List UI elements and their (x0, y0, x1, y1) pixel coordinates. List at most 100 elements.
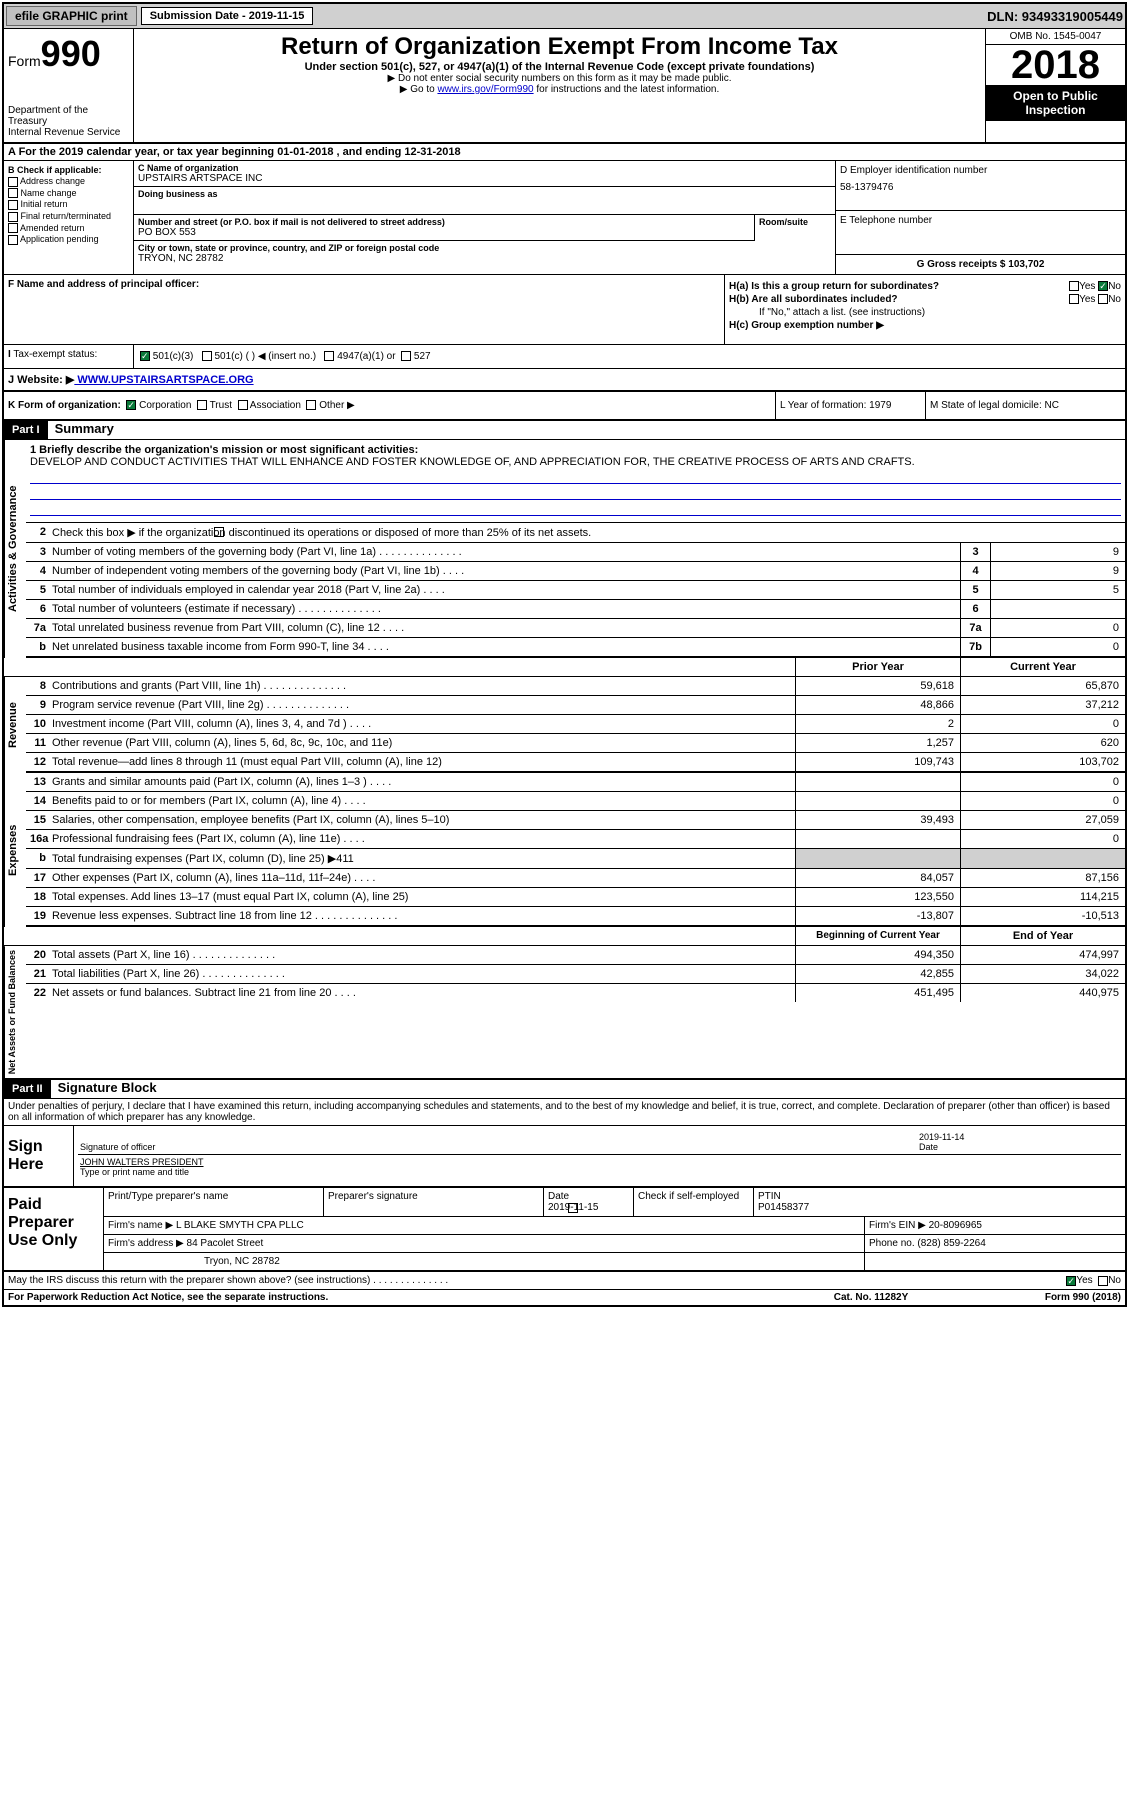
dba-lbl: Doing business as (138, 189, 831, 199)
line-21: 21Total liabilities (Part X, line 26)42,… (26, 965, 1125, 984)
kform-row: K Form of organization: Corporation Trus… (4, 392, 1125, 421)
entity-block: B Check if applicable: Address change Na… (4, 161, 1125, 275)
line-8: 8Contributions and grants (Part VIII, li… (26, 677, 1125, 696)
line-7b: bNet unrelated business taxable income f… (26, 638, 1125, 658)
chk-discuss-yes[interactable] (1066, 1276, 1076, 1286)
page-footer: For Paperwork Reduction Act Notice, see … (4, 1290, 1125, 1305)
state-domicile: M State of legal domicile: NC (925, 392, 1125, 419)
line-4: 4Number of independent voting members of… (26, 562, 1125, 581)
part2-badge: Part II (4, 1080, 51, 1098)
vtab-revenue: Revenue (4, 677, 26, 773)
row-a-taxyear: A For the 2019 calendar year, or tax yea… (4, 144, 1125, 161)
dba-cell: Doing business as (134, 187, 835, 215)
chk-initial[interactable]: Initial return (8, 199, 129, 210)
boy-hdr: Beginning of Current Year (795, 927, 960, 945)
chk-name[interactable]: Name change (8, 188, 129, 199)
form-number: Form990 (8, 33, 129, 75)
chk-501c3[interactable] (140, 351, 150, 361)
chk-address[interactable]: Address change (8, 176, 129, 187)
irs-link[interactable]: www.irs.gov/Form990 (437, 84, 533, 95)
line-13: 13Grants and similar amounts paid (Part … (26, 773, 1125, 792)
entity-right: D Employer identification number 58-1379… (835, 161, 1125, 274)
firm-phone: Phone no. (828) 859-2264 (865, 1235, 1125, 1252)
line-6: 6Total number of volunteers (estimate if… (26, 600, 1125, 619)
vtab-netassets: Net Assets or Fund Balances (4, 946, 26, 1078)
firm-row: Firm's name ▶ L BLAKE SMYTH CPA PLLC Fir… (104, 1217, 1125, 1235)
chk-final[interactable]: Final return/terminated (8, 211, 129, 222)
discuss-row: May the IRS discuss this return with the… (4, 1272, 1125, 1290)
mission-text: DEVELOP AND CONDUCT ACTIVITIES THAT WILL… (30, 456, 1121, 468)
line-10: 10Investment income (Part VIII, column (… (26, 715, 1125, 734)
chk-corp[interactable] (126, 400, 136, 410)
efile-print-button[interactable]: efile GRAPHIC print (6, 6, 137, 26)
prep-sig-lbl: Preparer's signature (324, 1188, 544, 1216)
rev-content: 8Contributions and grants (Part VIII, li… (26, 677, 1125, 773)
line-22: 22Net assets or fund balances. Subtract … (26, 984, 1125, 1002)
phone-lbl: E Telephone number (840, 215, 1121, 226)
current-year-hdr: Current Year (960, 658, 1125, 676)
te-opts: 501(c)(3) 501(c) ( ) ◀ (insert no.) 4947… (134, 345, 1125, 368)
form-subtitle: Under section 501(c), 527, or 4947(a)(1)… (138, 61, 981, 73)
chk-pending[interactable]: Application pending (8, 234, 129, 245)
officer-row: F Name and address of principal officer:… (4, 275, 1125, 345)
ein-cell: D Employer identification number 58-1379… (836, 161, 1125, 211)
part1-badge: Part I (4, 421, 48, 439)
firm-ein: Firm's EIN ▶ 20-8096965 (865, 1217, 1125, 1234)
firm-addr2-row: Tryon, NC 28782 (104, 1253, 1125, 1270)
chk-527[interactable] (401, 351, 411, 361)
sign-here-lbl: Sign Here (4, 1126, 74, 1186)
rev-col-hdr: Prior Year Current Year (4, 658, 1125, 677)
mission-lbl: 1 Briefly describe the organization's mi… (30, 444, 1121, 456)
hc-lbl: H(c) Group exemption number ▶ (729, 320, 1121, 331)
check-b-column: B Check if applicable: Address change Na… (4, 161, 134, 274)
chk-501c[interactable] (202, 351, 212, 361)
submission-date: Submission Date - 2019-11-15 (141, 7, 314, 25)
na-content: 20Total assets (Part X, line 16)494,3504… (26, 946, 1125, 1078)
ha-lbl: H(a) Is this a group return for subordin… (729, 281, 939, 292)
org-name-cell: C Name of organization UPSTAIRS ARTSPACE… (134, 161, 835, 187)
website-link[interactable]: WWW.UPSTAIRSARTSPACE.ORG (74, 374, 253, 386)
chk-other[interactable] (306, 400, 316, 410)
line-2: 2Check this box ▶ if the organization di… (26, 523, 1125, 543)
tax-exempt-row: I Tax-exempt status: 501(c)(3) 501(c) ( … (4, 345, 1125, 369)
sign-here-block: Sign Here Signature of officer 2019-11-1… (4, 1126, 1125, 1186)
form-page: efile GRAPHIC print Submission Date - 20… (2, 2, 1127, 1307)
header-right: OMB No. 1545-0047 2018 Open to Public In… (985, 29, 1125, 142)
entity-mid: C Name of organization UPSTAIRS ARTSPACE… (134, 161, 835, 274)
line-7a: 7aTotal unrelated business revenue from … (26, 619, 1125, 638)
city-lbl: City or town, state or province, country… (138, 243, 831, 253)
form-word: Form (8, 53, 41, 69)
chk-assoc[interactable] (238, 400, 248, 410)
chk-selfemp[interactable] (568, 1203, 578, 1213)
exp-content: 13Grants and similar amounts paid (Part … (26, 773, 1125, 927)
vtab-activities: Activities & Governance (4, 440, 26, 658)
catalog-no: Cat. No. 11282Y (771, 1292, 971, 1303)
phone-cell: E Telephone number (836, 211, 1125, 255)
form-ref: Form 990 (2018) (971, 1292, 1121, 1303)
chk-trust[interactable] (197, 400, 207, 410)
chk-discuss-no[interactable] (1098, 1276, 1108, 1286)
open-public: Open to Public Inspection (986, 85, 1125, 121)
chk-discontinued[interactable] (214, 527, 224, 537)
check-b-header: B Check if applicable: (8, 165, 129, 175)
eoy-hdr: End of Year (960, 927, 1125, 945)
web-lbl: J Website: ▶ (8, 374, 74, 386)
line-3: 3Number of voting members of the governi… (26, 543, 1125, 562)
chk-amended[interactable]: Amended return (8, 223, 129, 234)
sig-line-1: Signature of officer 2019-11-14Date (78, 1130, 1121, 1155)
line-12: 12Total revenue—add lines 8 through 11 (… (26, 753, 1125, 773)
form-title: Return of Organization Exempt From Incom… (138, 33, 981, 61)
sig-fields: Signature of officer 2019-11-14Date JOHN… (74, 1126, 1125, 1186)
line-20: 20Total assets (Part X, line 16)494,3504… (26, 946, 1125, 965)
ha-line: H(a) Is this a group return for subordin… (729, 281, 1121, 292)
line-5: 5Total number of individuals employed in… (26, 581, 1125, 600)
line-9: 9Program service revenue (Part VIII, lin… (26, 696, 1125, 715)
ein-val: 58-1379476 (840, 182, 1121, 193)
na-col-hdr: Beginning of Current Year End of Year (4, 927, 1125, 946)
expenses-block: Expenses 13Grants and similar amounts pa… (4, 773, 1125, 927)
chk-4947[interactable] (324, 351, 334, 361)
line-17: 17Other expenses (Part IX, column (A), l… (26, 869, 1125, 888)
paid-preparer-block: Paid Preparer Use Only Print/Type prepar… (4, 1186, 1125, 1272)
prep-ptin: PTINP01458377 (754, 1188, 1125, 1216)
kform-left: K Form of organization: Corporation Trus… (4, 392, 775, 419)
